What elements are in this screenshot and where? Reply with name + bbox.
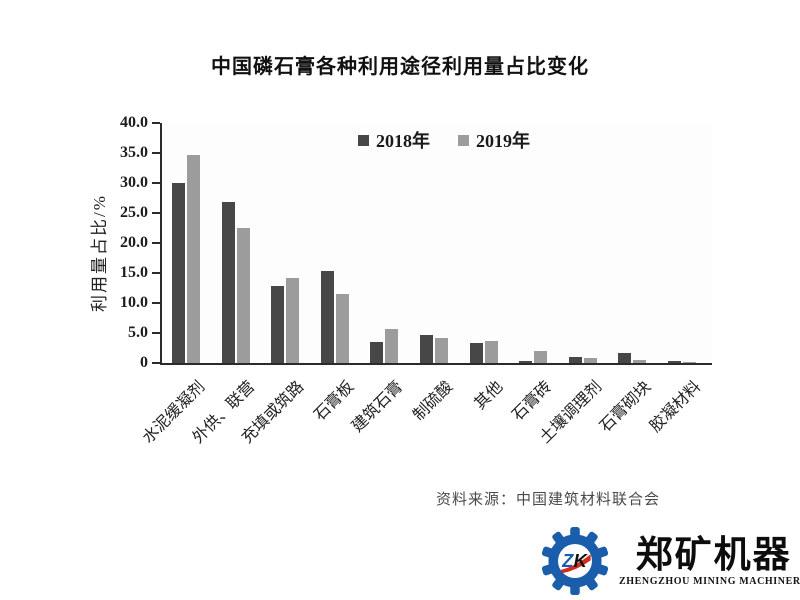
bar-series-0-cat-3 — [320, 270, 334, 363]
y-tick-label: 25.0 — [120, 204, 148, 221]
y-tick-mark — [152, 122, 160, 124]
y-tick-mark — [152, 212, 160, 214]
y-tick-mark — [152, 242, 160, 244]
bar-series-0-cat-9 — [618, 353, 632, 363]
y-tick-label: 5.0 — [128, 324, 148, 341]
bar-series-0-cat-5 — [420, 335, 433, 363]
legend-item-2018: 2018年 — [358, 127, 430, 153]
logo-letter-z: Z — [561, 550, 574, 571]
logo-company-subtitle: ZHENGZHOU MINING MACHINERY — [619, 576, 800, 587]
bar-series-1-cat-7 — [534, 351, 548, 363]
bar-series-1-cat-4 — [385, 328, 399, 363]
chart-title: 中国磷石膏各种利用途径利用量占比变化 — [211, 56, 589, 78]
y-tick-mark — [152, 272, 160, 274]
bar-series-0-cat-6 — [469, 343, 483, 363]
bar-series-1-cat-1 — [236, 228, 250, 363]
bar-series-0-cat-4 — [370, 342, 384, 363]
bar-series-0-cat-8 — [568, 357, 582, 363]
bar-series-0-cat-0 — [172, 183, 185, 363]
chart-legend: 2018年 2019年 — [358, 127, 530, 153]
logo-letter-k: K — [574, 550, 589, 571]
bar-series-1-cat-0 — [187, 154, 200, 363]
bar-series-0-cat-2 — [271, 285, 285, 363]
bar-series-1-cat-5 — [435, 338, 448, 363]
legend-swatch-2018-icon — [358, 134, 369, 146]
y-tick-label: 35.0 — [120, 144, 148, 161]
y-tick-label: 20.0 — [120, 234, 148, 251]
legend-swatch-2019-icon — [458, 134, 469, 146]
bar-series-0-cat-7 — [519, 360, 533, 363]
bar-series-1-cat-8 — [583, 357, 597, 363]
y-tick-label: 10.0 — [120, 294, 148, 311]
source-note: 资料来源：中国建筑材料联合会 — [436, 492, 661, 508]
legend-label-2018: 2018年 — [376, 131, 430, 151]
bar-series-0-cat-10 — [668, 360, 681, 363]
y-tick-label: 15.0 — [120, 264, 148, 281]
bar-series-1-cat-9 — [633, 360, 647, 363]
bar-series-0-cat-1 — [221, 201, 235, 363]
bar-series-1-cat-10 — [683, 361, 696, 363]
bar-series-1-cat-6 — [484, 340, 498, 363]
company-logo: Z K 郑矿机器 ZHENGZHOU MINING MACHINERY — [541, 527, 800, 595]
bar-series-1-cat-2 — [286, 277, 300, 363]
y-tick-mark — [152, 362, 160, 364]
logo-text: 郑矿机器 ZHENGZHOU MINING MACHINERY — [619, 534, 800, 588]
y-tick-label: 40.0 — [120, 114, 148, 131]
bar-series-1-cat-3 — [335, 294, 349, 363]
logo-company-name: 郑矿机器 — [635, 534, 792, 575]
plot-area: 2018年 2019年 — [160, 123, 712, 365]
y-tick-label: 0 — [140, 354, 148, 371]
y-tick-label: 30.0 — [120, 174, 148, 191]
y-tick-mark — [152, 152, 160, 154]
zk-gear-icon: Z K — [541, 527, 609, 595]
legend-item-2019: 2019年 — [458, 127, 530, 153]
y-tick-mark — [152, 332, 160, 334]
y-tick-mark — [152, 302, 160, 304]
y-tick-mark — [152, 182, 160, 184]
legend-label-2019: 2019年 — [476, 131, 530, 151]
